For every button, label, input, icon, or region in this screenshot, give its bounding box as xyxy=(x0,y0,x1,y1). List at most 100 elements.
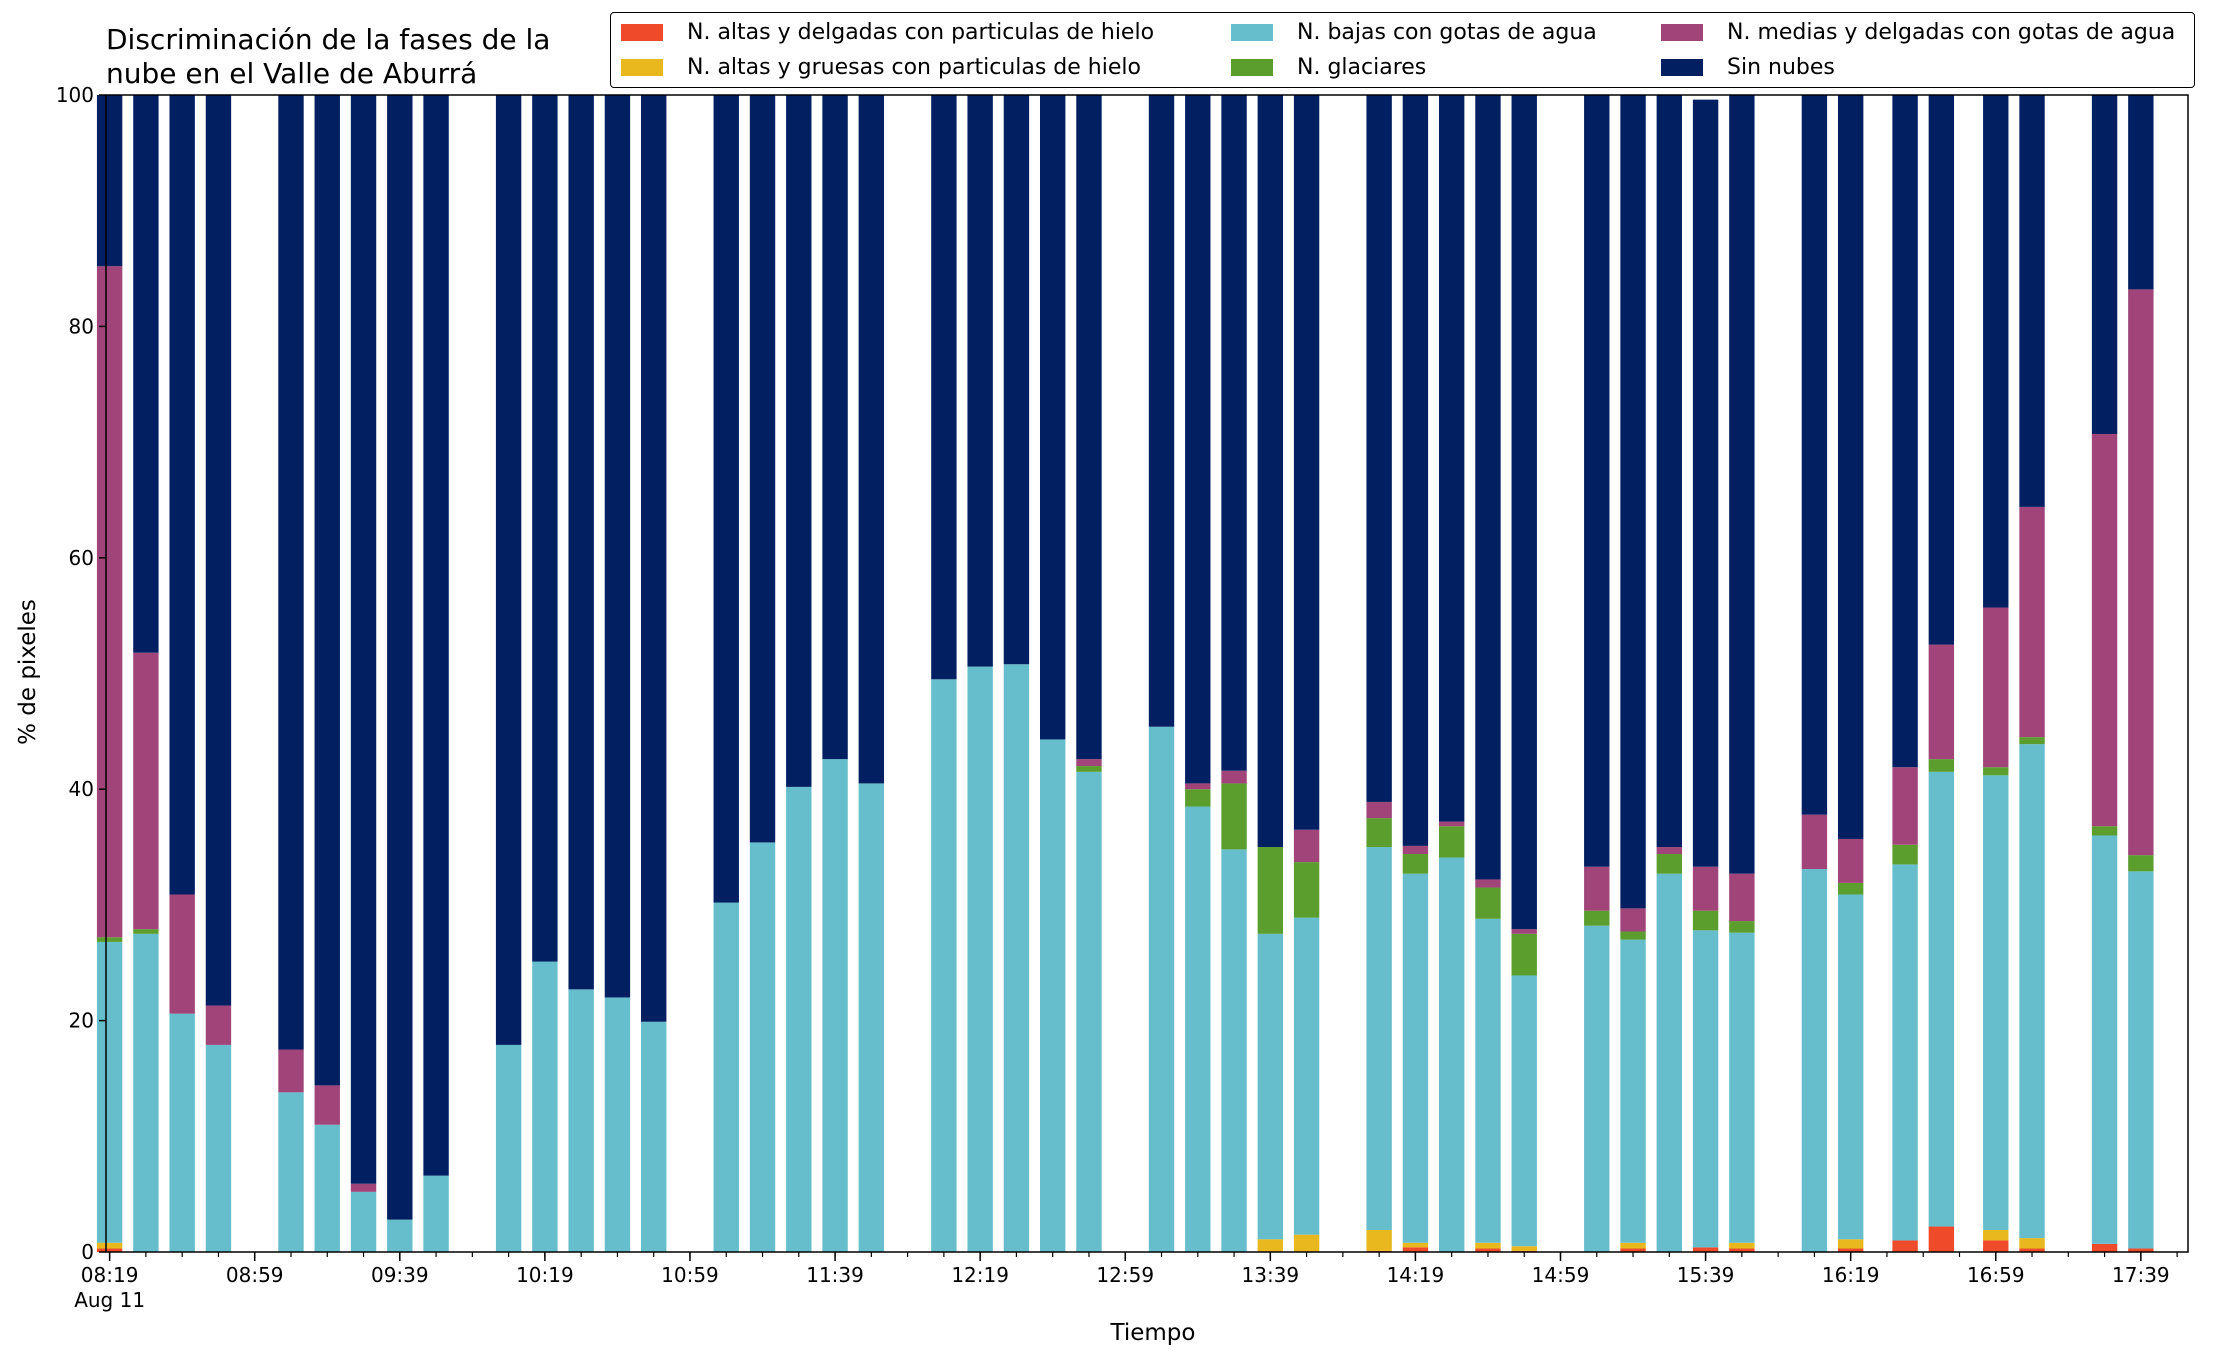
bar-segment-s1-1409 xyxy=(1366,1230,1392,1251)
bar-segment-s4-1709 xyxy=(2019,506,2045,738)
bar-segment-s2-1029 xyxy=(568,989,594,1252)
bar-segment-s4-1519 xyxy=(1620,908,1646,932)
bar-segment-s3-1339 xyxy=(1257,847,1284,934)
bar-segment-s5-1439 xyxy=(1475,95,1501,880)
bar-segment-s2-1049 xyxy=(641,1021,667,1252)
bar-segment-s0-1709 xyxy=(2019,1248,2045,1252)
bar-segment-s2-1009 xyxy=(495,1044,522,1252)
bar-segment-s2-0919 xyxy=(314,1124,340,1252)
bar-segment-s0-1439 xyxy=(1475,1248,1501,1252)
bar-segment-s5-1549 xyxy=(1729,95,1755,874)
bar-segment-s4-1509 xyxy=(1584,866,1610,911)
bar-segment-s0-1519 xyxy=(1620,1248,1646,1252)
bar-segment-s3-1549 xyxy=(1729,921,1755,933)
y-axis-label: % de pixeles xyxy=(15,599,41,745)
bar-segment-s4-0929 xyxy=(350,1183,377,1192)
bar-segment-s2-1309 xyxy=(1148,726,1175,1252)
legend-label: N. bajas con gotas de agua xyxy=(1297,19,1597,45)
bar-segment-s3-1329 xyxy=(1221,783,1247,850)
x-tick-label: 13:39 xyxy=(1242,1263,1300,1287)
legend-item: N. altas y delgadas con particulas de hi… xyxy=(621,17,1154,47)
chart-legend: N. altas y delgadas con particulas de hi… xyxy=(610,12,2195,88)
bar-segment-s5-0949 xyxy=(423,95,449,1176)
x-tick-label: 12:19 xyxy=(951,1263,1009,1287)
bar-segment-s3-1509 xyxy=(1584,910,1610,926)
bar-segment-s2-1119 xyxy=(749,842,776,1252)
bar-segment-s3-1429 xyxy=(1438,826,1465,858)
bar-segment-s2-1609 xyxy=(1801,869,1828,1252)
bar-segment-s4-1729 xyxy=(2091,434,2118,827)
x-tick-label: 08:19 xyxy=(81,1263,139,1287)
bar-segment-s5-1019 xyxy=(532,95,558,962)
legend-item: N. glaciares xyxy=(1231,52,1426,82)
bar-segment-s0-1619 xyxy=(1837,1248,1864,1252)
y-tick-label: 60 xyxy=(69,546,94,570)
bar-segment-s3-1659 xyxy=(1983,767,2009,776)
bar-segment-s1-1619 xyxy=(1837,1239,1864,1249)
bar-segment-s5-1529 xyxy=(1656,95,1683,848)
bar-segment-s4-1349 xyxy=(1293,829,1320,863)
x-tick-label: 15:39 xyxy=(1677,1263,1735,1287)
bar-segment-s1-1349 xyxy=(1293,1234,1320,1252)
legend-item: N. altas y gruesas con particulas de hie… xyxy=(621,52,1141,82)
bar-segment-s2-1019 xyxy=(532,961,558,1252)
bar-segment-s2-1659 xyxy=(1983,775,2009,1231)
bar-segment-s4-1549 xyxy=(1729,873,1755,922)
bar-segment-s2-1229 xyxy=(1003,664,1030,1252)
x-tick-label: 14:59 xyxy=(1532,1263,1590,1287)
bar-segment-s2-1219 xyxy=(967,666,993,1252)
bar-segment-s4-1539 xyxy=(1692,866,1719,911)
bar-segment-s2-1139 xyxy=(822,759,848,1252)
bar-segment-s2-1529 xyxy=(1656,873,1683,1252)
bar-segment-s2-1549 xyxy=(1729,932,1755,1243)
bar-segment-s0-1739 xyxy=(2128,1248,2154,1252)
bar-segment-s3-1439 xyxy=(1475,887,1501,919)
bar-segment-s0-1729 xyxy=(2091,1243,2118,1252)
bar-segment-s5-1149 xyxy=(858,95,885,784)
bar-segment-s2-1319 xyxy=(1185,806,1211,1252)
bar-segment-s4-1529 xyxy=(1656,847,1683,854)
bar-segment-s3-1419 xyxy=(1402,853,1429,874)
legend-swatch xyxy=(1231,23,1273,41)
bar-segment-s5-1049 xyxy=(641,95,667,1022)
bar-segment-s2-1449 xyxy=(1511,975,1537,1247)
bar-segment-s5-1539 xyxy=(1692,99,1719,867)
legend-item: N. medias y delgadas con gotas de agua xyxy=(1661,17,2175,47)
bar-segment-s2-1419 xyxy=(1402,873,1429,1243)
bar-segment-s2-1209 xyxy=(931,679,957,1252)
bar-segment-s2-1519 xyxy=(1620,939,1646,1243)
bar-segment-s3-1519 xyxy=(1620,931,1646,940)
bar-segment-s3-1349 xyxy=(1293,862,1320,918)
bar-segment-s2-1339 xyxy=(1257,933,1284,1240)
bar-segment-s4-1739 xyxy=(2128,289,2154,856)
bar-segment-s2-1644 xyxy=(1928,771,1955,1227)
bar-segment-s2-1249 xyxy=(1076,771,1102,1252)
bar-segment-s2-1634 xyxy=(1892,864,1918,1241)
bar-segment-s2-1709 xyxy=(2019,744,2045,1239)
bar-segment-s5-1619 xyxy=(1837,95,1864,839)
bar-segment-s2-0949 xyxy=(423,1175,449,1252)
bar-segment-s1-1549 xyxy=(1729,1242,1755,1249)
x-tick-label: 11:39 xyxy=(806,1263,864,1287)
bar-segment-s2-0939 xyxy=(387,1219,413,1252)
bar-segment-s3-1539 xyxy=(1692,910,1719,931)
bar-segment-s5-1634 xyxy=(1892,95,1918,768)
bar-segment-s2-1439 xyxy=(1475,918,1501,1243)
bar-segment-s4-1634 xyxy=(1892,767,1918,845)
bar-segment-s3-1409 xyxy=(1366,818,1392,848)
bar-segment-s2-1539 xyxy=(1692,930,1719,1248)
bar-segment-s5-1239 xyxy=(1039,95,1066,740)
bar-segment-s1-1419 xyxy=(1402,1242,1429,1248)
bar-segment-s5-1729 xyxy=(2091,95,2118,435)
bar-segment-s4-0839 xyxy=(169,894,195,1014)
bar-segment-s5-0909 xyxy=(278,95,304,1050)
bar-segment-s5-1109 xyxy=(713,95,739,903)
bar-segment-s3-1729 xyxy=(2091,826,2118,836)
bar-segment-s1-1439 xyxy=(1475,1242,1501,1249)
legend-swatch xyxy=(1661,58,1703,76)
legend-item: N. bajas con gotas de agua xyxy=(1231,17,1597,47)
bar-segment-s3-0819 xyxy=(96,937,123,942)
y-tick-label: 0 xyxy=(81,1240,94,1264)
bar-segment-s4-0909 xyxy=(278,1049,304,1093)
x-tick-label: 16:59 xyxy=(1967,1263,2025,1287)
